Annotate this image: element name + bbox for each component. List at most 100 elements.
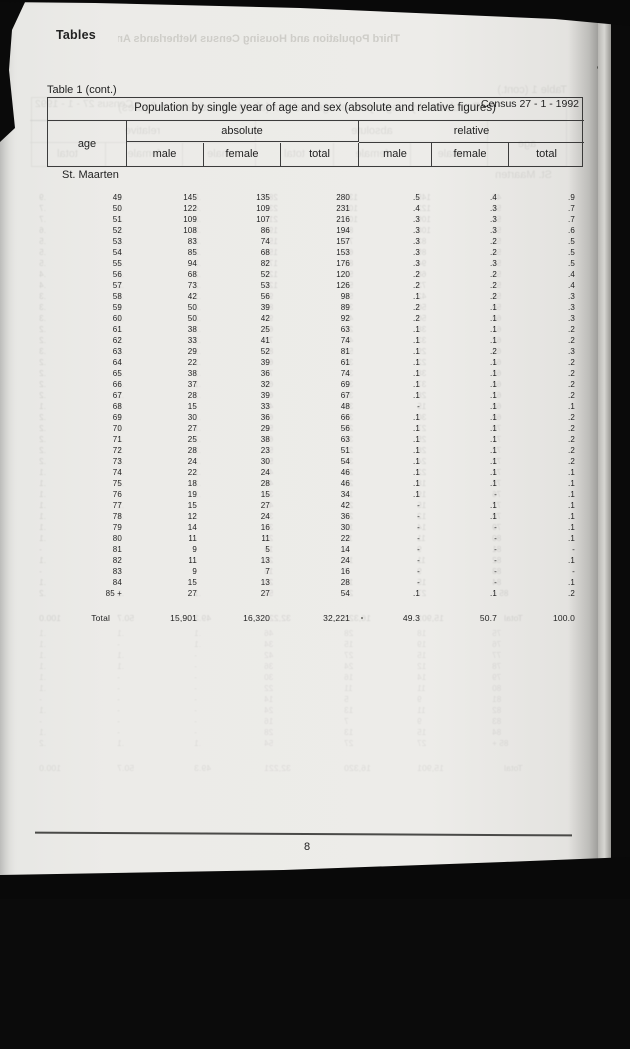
table-cell: 11 <box>188 556 197 565</box>
table-cell: .2 <box>497 324 575 335</box>
table-cell: .2 <box>490 281 497 290</box>
table-cell: .3 <box>490 226 497 235</box>
table-cell: 15 <box>187 402 197 411</box>
table-cell: .1 <box>413 479 420 488</box>
table-cell: 50 <box>187 303 197 312</box>
table-cell: .6 <box>497 225 575 236</box>
column-header-absolute-male: male <box>126 143 204 166</box>
table-cell: .3 <box>497 291 575 302</box>
table-cell: 52 <box>260 347 270 356</box>
table-cell: .1 <box>413 446 420 455</box>
table-cell: 38 <box>260 435 270 444</box>
table-cell: 83 <box>187 237 197 246</box>
table-cell: 42 <box>187 292 197 301</box>
table-cell: .1 <box>413 490 420 499</box>
table-cell: 38 <box>187 325 197 334</box>
table-row: 49 145 135 280 .5 .4.9 <box>47 192 575 203</box>
table-cell: 51 <box>340 446 350 455</box>
table-cell: - <box>494 545 497 554</box>
table-title: Population by single year of age and sex… <box>134 102 496 114</box>
table-cell: 53 <box>112 237 122 246</box>
table-cell: 75 <box>112 479 122 488</box>
total-absolute-total: 32,221 <box>323 613 350 623</box>
table-cell: 36 <box>260 413 270 422</box>
table-cell: 42 <box>340 501 350 510</box>
total-absolute-male: 15,901 <box>170 613 197 623</box>
table-cell: 22 <box>187 468 197 477</box>
table-cell: .3 <box>413 259 420 268</box>
table-cell: 85 <box>187 248 197 257</box>
table-cell: .2 <box>490 248 497 257</box>
table-cell: .1 <box>490 325 497 334</box>
table-cell: 157 <box>336 237 350 246</box>
table-cell: .2 <box>413 303 420 312</box>
table-cell: .1 <box>413 325 420 334</box>
table-cell: 30 <box>187 413 197 422</box>
table-cell: 23 <box>260 446 270 455</box>
table-cell: .5 <box>497 236 575 247</box>
table-cell: .3 <box>490 204 497 213</box>
table-cell: - <box>417 534 420 543</box>
table-cell: .2 <box>490 270 497 279</box>
table-cell: .1 <box>497 511 575 522</box>
column-header-absolute-total: total <box>281 143 359 166</box>
column-header-absolute-female: female <box>204 143 281 166</box>
column-header-relative-female: female <box>432 143 509 166</box>
table-cell: 28 <box>187 391 197 400</box>
table-cell: 29 <box>187 347 197 356</box>
table-cell: 37 <box>187 380 197 389</box>
table-cell: 41 <box>260 336 270 345</box>
table-cell: .1 <box>490 457 497 466</box>
table-cell: 18 <box>187 479 197 488</box>
table-cell: 33 <box>187 336 197 345</box>
table-cell: 9 <box>192 567 197 576</box>
table-cell: 46 <box>340 479 350 488</box>
table-cell: - <box>417 501 420 510</box>
column-header-relative-male: male <box>359 143 432 166</box>
table-cell: 56 <box>340 424 350 433</box>
table-cell: - <box>494 578 497 587</box>
table-cell: .1 <box>490 402 497 411</box>
table-cell: 50 <box>112 204 122 213</box>
table-cell: .1 <box>490 479 497 488</box>
table-row: 54 85 68 153 .3 .2.5 <box>47 247 575 258</box>
table-cell: 52 <box>112 226 122 235</box>
table-cell: 107 <box>256 215 270 224</box>
table-cell: .2 <box>497 434 575 445</box>
table-cell: 145 <box>183 193 197 202</box>
table-row: 68 15 33 48 - .1.1 <box>47 401 575 412</box>
table-cell: 79 <box>112 523 122 532</box>
table-cell: - <box>497 544 575 555</box>
table-cell: 11 <box>261 534 270 543</box>
table-cell: 38 <box>187 369 197 378</box>
table-cell: .3 <box>497 346 575 357</box>
table-cell: 27 <box>187 589 197 598</box>
table-cell: 28 <box>260 479 270 488</box>
table-total-row: Total 15,901 16,320 32,221 49.3 50.7 100… <box>47 612 575 624</box>
page-curve-shadow <box>568 0 598 899</box>
table-cell: - <box>497 566 575 577</box>
table-body: 49145135280.5.4.950122109231.4.3.7511091… <box>47 192 575 599</box>
table-cell: .2 <box>413 314 420 323</box>
table-cell: 13 <box>260 556 270 565</box>
table-cell: 94 <box>187 259 197 268</box>
table-cell: .2 <box>490 237 497 246</box>
table-cell: 67 <box>112 391 122 400</box>
table-cell: 73 <box>112 457 122 466</box>
table-cell: .1 <box>490 446 497 455</box>
table-cell: 81 <box>340 347 350 356</box>
table-cell: .1 <box>490 589 497 598</box>
scan-edge-right <box>611 0 630 899</box>
table-cell: .2 <box>497 456 575 467</box>
table-cell: .1 <box>490 468 497 477</box>
